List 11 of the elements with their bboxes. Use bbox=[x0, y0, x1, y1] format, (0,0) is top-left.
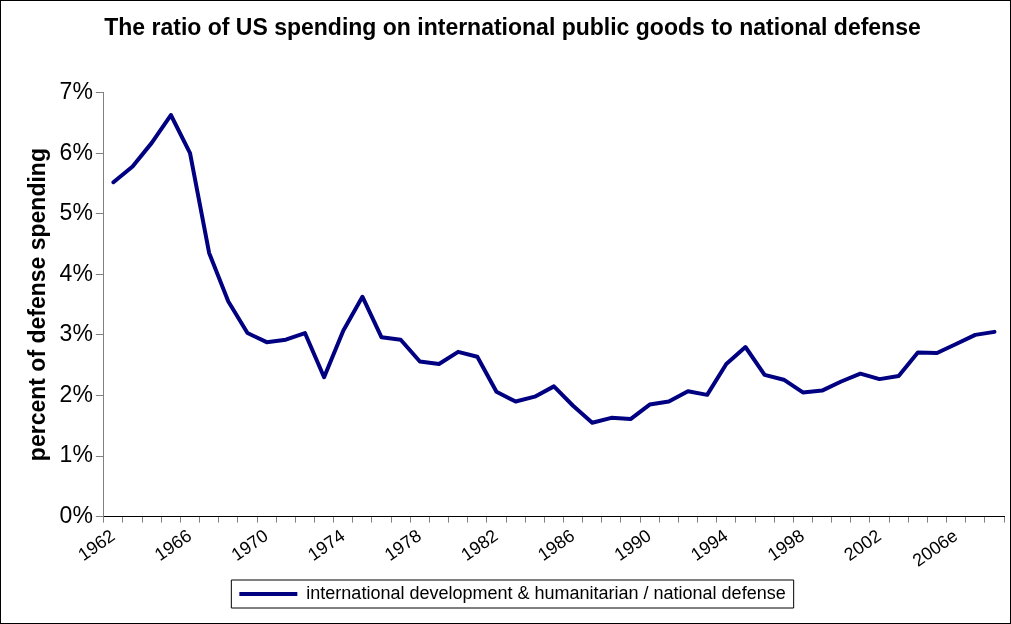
y-tick-label: 2% bbox=[59, 380, 93, 407]
chart-title: The ratio of US spending on international public goods to national defense bbox=[104, 14, 921, 41]
y-tick-label: 6% bbox=[59, 138, 93, 165]
legend-label: international development & humanitarian / national defense bbox=[306, 582, 786, 603]
y-tick-label: 7% bbox=[59, 77, 93, 104]
y-axis-title: percent of defense spending bbox=[24, 148, 51, 462]
y-tick-label: 1% bbox=[59, 441, 93, 468]
y-tick-label: 0% bbox=[59, 501, 93, 528]
y-tick-label: 4% bbox=[59, 259, 93, 286]
y-tick-label: 5% bbox=[59, 199, 93, 226]
y-tick-label: 3% bbox=[59, 320, 93, 347]
